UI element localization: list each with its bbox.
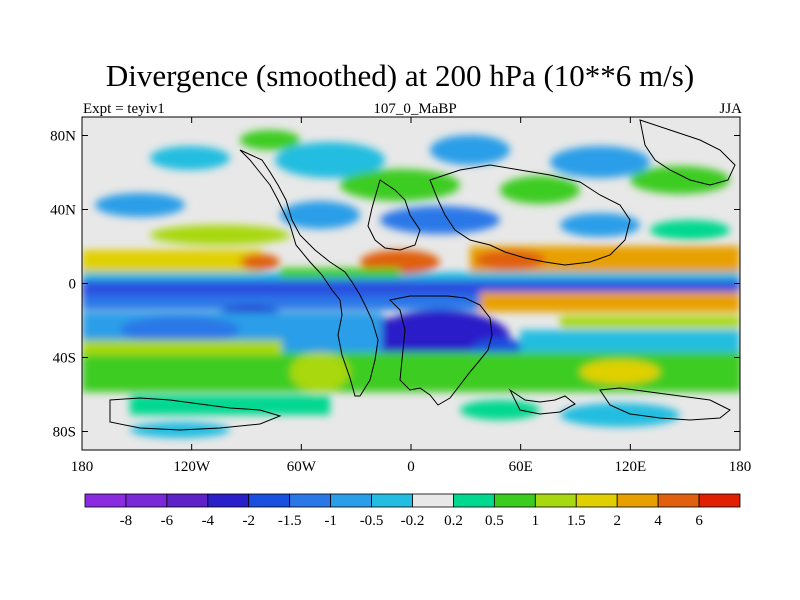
- colorbar: -8 -6 -4 -2 -1.5 -1 -0.5 -0.2 0.2 0.5 1 1.5 2 4 6: [84, 493, 741, 529]
- lat-tick-label: 40N: [50, 203, 76, 219]
- lat-tick-label: 80N: [50, 129, 76, 145]
- lon-tick-label: 60E: [509, 459, 533, 475]
- colorbar-label: 0.5: [485, 513, 504, 529]
- lon-tick-label: 0: [407, 459, 415, 475]
- colorbar-swatch: [371, 493, 413, 508]
- colorbar-label: 2: [613, 513, 621, 529]
- lon-tick-label: 120E: [614, 459, 646, 475]
- lon-tick-label: 120W: [173, 459, 211, 475]
- colorbar-label: 4: [654, 513, 662, 529]
- colorbar-swatch: [125, 493, 168, 508]
- lat-tick-label: 80S: [53, 425, 76, 441]
- colorbar-label: 6: [695, 513, 703, 529]
- colorbar-label: -0.5: [360, 513, 384, 529]
- colorbar-swatch: [248, 493, 291, 508]
- lon-tick-label: 180: [71, 459, 94, 475]
- colorbar-label: -8: [120, 513, 133, 529]
- colorbar-label: -6: [161, 513, 174, 529]
- colorbar-swatch: [412, 493, 454, 508]
- divergence-field: [82, 117, 740, 450]
- lon-tick-label: 60W: [287, 459, 317, 475]
- colorbar-swatch: [657, 493, 700, 508]
- colorbar-swatch: [84, 493, 127, 508]
- period-label: 107_0_MaBP: [373, 101, 457, 117]
- longitude-axis: 180 120W 60W 0 60E 120E 180: [71, 117, 752, 475]
- colorbar-label: -2: [243, 513, 256, 529]
- colorbar-swatch: [166, 493, 209, 508]
- colorbar-label: -1: [324, 513, 337, 529]
- lon-tick-label: 180: [729, 459, 752, 475]
- coastline-outlines: [109, 119, 736, 431]
- lat-tick-label: 40S: [53, 351, 76, 367]
- latitude-axis: 80N 40N 0 40S 80S: [50, 129, 740, 441]
- colorbar-label: -4: [202, 513, 215, 529]
- colorbar-swatch: [493, 493, 536, 508]
- plot-title: Divergence (smoothed) at 200 hPa (10**6 …: [105, 58, 695, 93]
- colorbar-label: -1.5: [278, 513, 302, 529]
- colorbar-swatch: [616, 493, 659, 508]
- colorbar-label: -0.2: [401, 513, 425, 529]
- season-label: JJA: [719, 101, 742, 117]
- colorbar-label: 1: [532, 513, 540, 529]
- experiment-label: Expt = teyiv1: [83, 101, 165, 117]
- colorbar-swatch: [289, 493, 332, 508]
- lat-tick-label: 0: [69, 277, 77, 293]
- colorbar-swatch: [534, 493, 577, 508]
- colorbar-swatch: [575, 493, 618, 508]
- colorbar-label: 0.2: [444, 513, 463, 529]
- colorbar-swatch: [207, 493, 250, 508]
- colorbar-swatch: [453, 493, 495, 508]
- colorbar-label: 1.5: [567, 513, 586, 529]
- colorbar-swatch: [698, 493, 741, 508]
- colorbar-swatch: [330, 493, 372, 508]
